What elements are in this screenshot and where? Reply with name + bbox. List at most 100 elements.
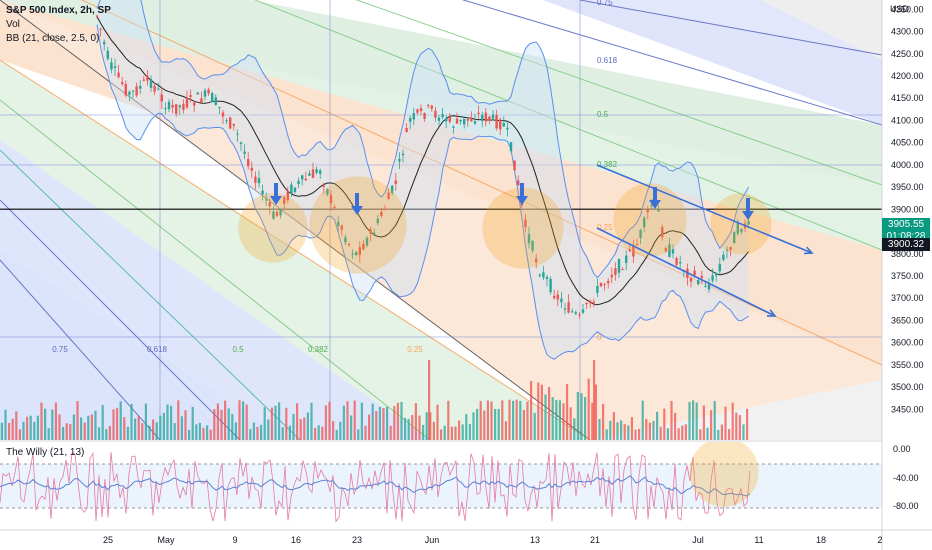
volume-bar — [490, 401, 493, 440]
candle-body — [239, 142, 243, 144]
volume-bar — [22, 421, 25, 440]
candle-body — [560, 298, 563, 303]
volume-bar — [472, 412, 475, 440]
candle-body — [495, 114, 498, 129]
volume-bar — [389, 425, 392, 440]
candle-body — [549, 278, 552, 293]
down-arrow-shaft — [355, 193, 359, 207]
volume-bar — [324, 405, 327, 440]
volume-bar — [681, 425, 684, 440]
volume-bar — [627, 425, 630, 440]
volume-bar — [260, 424, 263, 440]
volume-bar — [224, 400, 227, 440]
volume-bar — [69, 424, 72, 440]
price-tick-label: 4250.00 — [891, 49, 924, 59]
volume-bar — [274, 405, 277, 440]
volume-bar — [396, 402, 399, 440]
time-axis[interactable]: 25 May 9 16 23 Jun 13 21 Jul 11 18 2 — [103, 535, 883, 545]
price-axis[interactable]: 4350.00 4300.00 4250.00 4200.00 4150.00 4100.… — [891, 4, 924, 414]
volume-bar — [141, 423, 144, 440]
volume-bar — [728, 429, 731, 440]
volume-bar — [494, 408, 497, 440]
volume-bar — [742, 424, 745, 440]
candle-body — [556, 294, 559, 300]
volume-bar — [51, 409, 54, 440]
oscillator-legend: The Willy (21, 13) — [6, 447, 85, 458]
fan-level-label: 0.75 — [597, 0, 613, 7]
volume-bar — [231, 413, 234, 440]
fan-level-label: 0.382 — [597, 160, 618, 169]
volume-bar — [580, 393, 583, 440]
fan-level-label: 0.382 — [308, 345, 329, 354]
volume-bar — [314, 427, 317, 440]
candle-body — [175, 104, 178, 114]
trend-arrow-line — [596, 227, 776, 317]
volume-bar — [350, 415, 353, 440]
candle-body — [365, 237, 369, 246]
volume-bar — [717, 429, 720, 440]
volume-bar — [134, 418, 137, 440]
candle-body — [203, 90, 207, 97]
price-tick-label: 3500.00 — [891, 382, 924, 392]
price-tick-label: 3900.00 — [891, 204, 924, 214]
candle-body — [473, 121, 477, 124]
candle-body — [131, 90, 135, 92]
volume-bar — [465, 414, 468, 440]
candle-body — [236, 133, 239, 135]
volume-bar — [659, 426, 662, 440]
volume-bar — [119, 401, 122, 440]
volume-bar — [609, 420, 612, 440]
candle-body — [225, 120, 228, 122]
volume-bar — [18, 429, 21, 440]
candle-body — [344, 237, 347, 243]
volume-bar — [429, 412, 432, 440]
fan-line — [355, 0, 882, 186]
candle-body — [113, 66, 117, 68]
volume-bar — [594, 384, 597, 440]
volume-bar — [656, 411, 659, 440]
volume-bar — [90, 414, 93, 440]
candle-body — [571, 311, 574, 313]
volume-bar — [440, 429, 443, 440]
volume-bar — [184, 410, 187, 440]
last-price-value: 3905.55 — [887, 219, 925, 230]
volume-bar — [62, 426, 65, 440]
volume-bar — [537, 382, 540, 440]
candle-body — [153, 86, 156, 92]
volume-bar — [418, 415, 421, 440]
volume-bar — [454, 426, 457, 440]
candle-body — [567, 302, 570, 313]
volume-bar — [404, 417, 407, 440]
volume-bars — [0, 360, 749, 440]
candle-body — [707, 284, 711, 290]
price-tick-label: 3950.00 — [891, 182, 924, 192]
volume-bar — [593, 360, 596, 440]
candle-body — [437, 117, 441, 121]
candle-body — [700, 275, 703, 279]
candle-body — [164, 108, 167, 110]
candle-body — [585, 302, 588, 305]
volume-bar — [126, 426, 129, 440]
candle-body — [578, 314, 581, 316]
candle-body — [279, 209, 282, 216]
candle-body — [200, 98, 203, 103]
volume-bar — [645, 418, 648, 440]
bar-countdown: 01:08:28 — [886, 231, 926, 242]
volume-bar — [699, 429, 702, 440]
highlight-circle — [613, 183, 687, 257]
candle-body — [268, 202, 271, 207]
volume-bar — [98, 427, 101, 440]
down-arrow-head — [270, 196, 282, 205]
bollinger-upper — [96, 0, 750, 279]
candle-body — [517, 180, 520, 186]
fan-level-label: 0.618 — [597, 56, 618, 65]
time-tick-label: 18 — [816, 535, 826, 545]
price-tick-label: 3650.00 — [891, 315, 924, 325]
volume-bar — [731, 402, 734, 440]
volume-bar — [684, 424, 687, 440]
volume-bar — [242, 401, 245, 440]
time-tick-label: 23 — [352, 535, 362, 545]
candle-body — [513, 160, 516, 171]
candle-body — [387, 192, 390, 200]
